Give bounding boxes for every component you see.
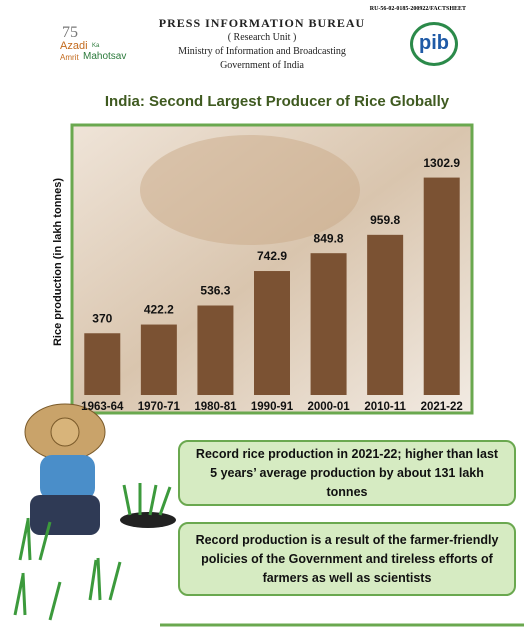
data-label: 849.8 — [314, 231, 344, 245]
logo-number: 75 — [62, 24, 78, 41]
ministry: Ministry of Information and Broadcasting — [178, 46, 346, 57]
data-label: 742.9 — [257, 249, 287, 263]
x-tick-label: 2021-22 — [421, 401, 463, 413]
bar — [84, 333, 121, 395]
callout: Record production is a result of the far… — [178, 522, 516, 596]
bar — [423, 177, 460, 395]
logo-text: Amrit — [60, 53, 79, 62]
x-tick-label: 2000-01 — [307, 401, 350, 413]
bowl-decoration — [140, 135, 360, 245]
bar — [254, 271, 290, 395]
bar — [197, 305, 234, 395]
bar — [310, 253, 347, 395]
unit: ( Research Unit ) — [227, 32, 297, 43]
data-label: 536.3 — [200, 284, 230, 298]
x-tick-label: 1990-91 — [251, 401, 294, 413]
logo-text: Azadi — [60, 40, 88, 52]
y-axis-label: Rice production (in lakh tonnes) — [52, 178, 64, 346]
x-tick-label: 1963-64 — [81, 401, 124, 413]
logo-text: Ka — [92, 43, 100, 49]
bar — [140, 324, 177, 395]
azadi-logo: 75 Azadi Ka Amrit Mahotsav — [60, 24, 140, 68]
pib-logo: pib — [410, 22, 458, 66]
ref-code: RU-56-02-0185-200922/FACTSHEET — [369, 6, 466, 12]
x-tick-label: 1980-81 — [194, 401, 237, 413]
org: PRESS INFORMATION BUREAU — [158, 16, 366, 30]
government: Government of India — [220, 60, 304, 71]
chart-title: India: Second Largest Producer of Rice G… — [105, 93, 450, 110]
x-tick-label: 1970-71 — [138, 401, 181, 413]
x-tick-label: 2010-11 — [364, 401, 406, 413]
data-label: 1302.9 — [423, 156, 460, 170]
logo-text: pib — [419, 32, 449, 54]
data-label: 370 — [92, 311, 112, 325]
farmer-illustration — [13, 403, 176, 621]
data-label: 959.8 — [370, 213, 400, 227]
data-label: 422.2 — [144, 303, 174, 317]
bar — [367, 234, 404, 395]
logo-text: Mahotsav — [83, 51, 127, 62]
callout: Record rice production in 2021-22; highe… — [178, 440, 516, 506]
